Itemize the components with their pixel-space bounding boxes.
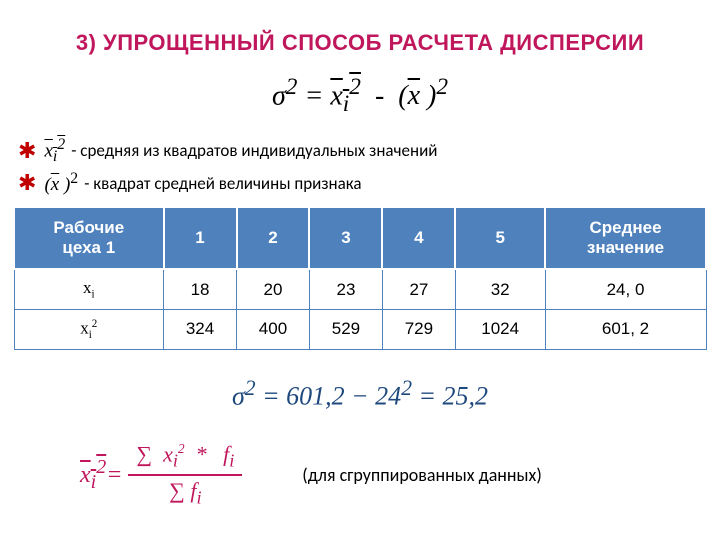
bullet-star-icon: ✱	[18, 172, 36, 194]
table-cell: 324	[164, 309, 237, 349]
table-header-cell: 5	[455, 207, 545, 269]
frac-left: xi2=	[80, 456, 122, 494]
table-row: xi23244005297291024601, 2	[14, 309, 706, 349]
table-cell: 23	[309, 269, 382, 309]
table-cell: 18	[164, 269, 237, 309]
calc-formula: σ2 = 601,2 − 242 = 25,2	[0, 376, 720, 412]
table-header-cell: 1	[164, 207, 237, 269]
table-cell: 400	[237, 309, 310, 349]
bullet-list: ✱ xi2 - средняя из квадратов индивидуаль…	[18, 136, 720, 196]
data-table: Рабочиецеха 112345Среднеезначение xi1820…	[13, 206, 707, 349]
table-cell: 27	[382, 269, 455, 309]
bullet1-text: - средняя из квадратов индивидуальных зн…	[71, 140, 437, 161]
table-cell: 1024	[455, 309, 545, 349]
main-formula: σ2 = xi2 - (x )2	[0, 74, 720, 118]
row-label: xi	[14, 269, 164, 309]
frac-denominator: ∑ fi	[161, 478, 209, 508]
frac-bar	[128, 474, 242, 476]
table-cell: 24, 0	[545, 269, 706, 309]
row-label: xi2	[14, 309, 164, 349]
table-row: xi182023273224, 0	[14, 269, 706, 309]
bullet-star-icon: ✱	[18, 140, 36, 162]
table-cell: 32	[455, 269, 545, 309]
fraction-formula: xi2= ∑ xi2 * fi ∑ fi	[80, 441, 242, 508]
bullet1-symbol: xi2	[44, 136, 65, 166]
slide-title: 3) УПРОЩЕННЫЙ СПОСОБ РАСЧЕТА ДИСПЕРСИИ	[0, 0, 720, 56]
table-cell: 601, 2	[545, 309, 706, 349]
table-cell: 529	[309, 309, 382, 349]
table-header-cell: 4	[382, 207, 455, 269]
table-cell: 20	[237, 269, 310, 309]
bullet2-text: - квадрат средней величины признака	[84, 173, 361, 194]
table-header-cell: Рабочиецеха 1	[14, 207, 164, 269]
bullet2-symbol: (x )2	[44, 170, 78, 196]
grouped-data-note: (для сгруппированных данных)	[302, 464, 542, 486]
frac-numerator: ∑ xi2 * fi	[128, 441, 242, 472]
table-header-cell: Среднеезначение	[545, 207, 706, 269]
table-cell: 729	[382, 309, 455, 349]
table-header-cell: 3	[309, 207, 382, 269]
table-header-cell: 2	[237, 207, 310, 269]
